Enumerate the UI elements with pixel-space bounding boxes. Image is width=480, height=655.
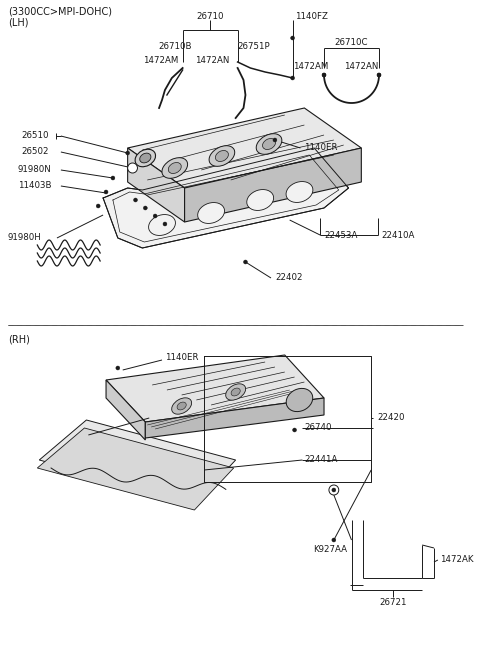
Circle shape [126,151,130,155]
Ellipse shape [135,149,156,167]
Text: 91980H: 91980H [8,233,42,242]
Circle shape [332,488,336,492]
Circle shape [322,73,326,77]
Ellipse shape [168,162,181,174]
Circle shape [96,204,100,208]
Ellipse shape [286,181,313,202]
Text: 26510: 26510 [22,132,49,141]
Ellipse shape [231,388,240,396]
Text: 91980N: 91980N [18,166,51,174]
Polygon shape [185,148,361,222]
Text: 1140ER: 1140ER [304,143,338,153]
Circle shape [329,485,339,495]
Circle shape [290,36,295,40]
Circle shape [111,176,115,180]
Polygon shape [128,108,361,188]
Text: 1472AN: 1472AN [195,56,229,65]
Text: 26710C: 26710C [335,38,368,47]
Ellipse shape [263,138,276,149]
Circle shape [377,73,381,77]
Ellipse shape [247,189,274,210]
Text: 1472AN: 1472AN [344,62,379,71]
Polygon shape [39,420,236,502]
Text: 22420: 22420 [377,413,405,422]
Ellipse shape [226,384,246,400]
Text: 26740: 26740 [304,424,332,432]
Circle shape [377,73,381,77]
Circle shape [290,76,295,80]
Text: 11403B: 11403B [18,181,51,191]
Polygon shape [37,428,234,510]
Circle shape [163,222,167,226]
Text: 22402: 22402 [275,274,302,282]
Ellipse shape [286,388,313,411]
Ellipse shape [162,158,188,178]
Ellipse shape [177,402,186,410]
Text: 26751P: 26751P [238,42,270,51]
Text: 1472AM: 1472AM [293,62,328,71]
Polygon shape [145,398,324,438]
Polygon shape [106,355,324,422]
Circle shape [104,190,108,194]
Text: 22453A: 22453A [324,231,358,240]
Polygon shape [128,148,185,222]
Ellipse shape [216,151,228,162]
Circle shape [133,198,137,202]
Text: 26721: 26721 [379,598,407,607]
Text: 1472AM: 1472AM [144,56,179,65]
Circle shape [153,214,157,218]
Text: (RH): (RH) [8,335,30,345]
Ellipse shape [198,202,225,223]
Polygon shape [106,380,145,440]
Text: 26710: 26710 [196,12,224,21]
Circle shape [144,206,147,210]
Ellipse shape [209,145,235,166]
Circle shape [322,73,326,77]
Circle shape [243,260,247,264]
Circle shape [293,428,297,432]
Text: 26502: 26502 [22,147,49,157]
Ellipse shape [140,153,151,163]
Circle shape [116,366,120,370]
Text: 26710B: 26710B [158,42,192,51]
Text: 22441A: 22441A [304,455,338,464]
Circle shape [332,538,336,542]
Ellipse shape [256,134,282,155]
Ellipse shape [149,215,175,235]
Text: 1472AK: 1472AK [440,555,473,565]
Circle shape [128,163,137,173]
Text: 22410A: 22410A [381,231,414,240]
Circle shape [273,138,277,142]
Polygon shape [103,148,348,248]
Ellipse shape [172,398,192,414]
Text: (3300CC>MPI-DOHC)
(LH): (3300CC>MPI-DOHC) (LH) [8,6,112,28]
Text: 1140ER: 1140ER [165,354,198,362]
Text: K927AA: K927AA [313,545,347,554]
Text: 1140FZ: 1140FZ [295,12,327,21]
